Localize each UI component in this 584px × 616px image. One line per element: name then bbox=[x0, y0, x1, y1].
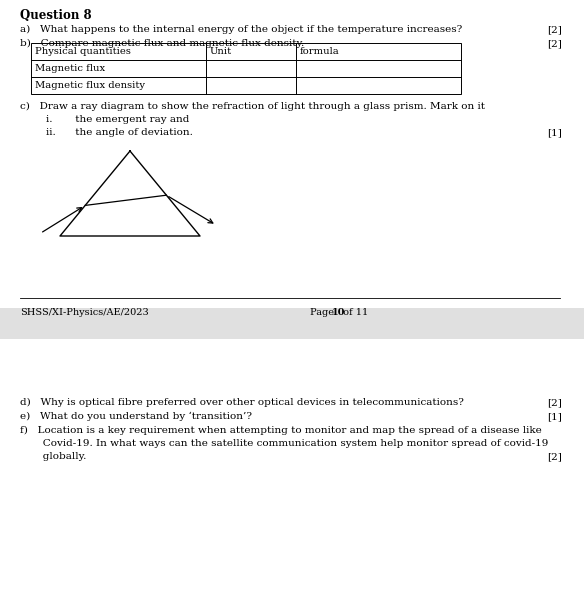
Text: globally.: globally. bbox=[20, 452, 86, 461]
Text: Magnetic flux: Magnetic flux bbox=[35, 64, 105, 73]
Text: [1]: [1] bbox=[547, 412, 562, 421]
Text: a)   What happens to the internal energy of the object if the temperature increa: a) What happens to the internal energy o… bbox=[20, 25, 463, 34]
Text: b)   Compare magnetic flux and magnetic flux density.: b) Compare magnetic flux and magnetic fl… bbox=[20, 39, 304, 48]
Text: i.       the emergent ray and: i. the emergent ray and bbox=[20, 115, 189, 124]
Text: f)   Location is a key requirement when attempting to monitor and map the spread: f) Location is a key requirement when at… bbox=[20, 426, 542, 435]
Bar bbox=[31, 43, 461, 94]
Text: SHSS/XI-Physics/AE/2023: SHSS/XI-Physics/AE/2023 bbox=[20, 308, 149, 317]
Text: Unit: Unit bbox=[210, 47, 232, 56]
Text: [2]: [2] bbox=[547, 39, 562, 48]
Text: Physical quantities: Physical quantities bbox=[35, 47, 131, 56]
Text: [2]: [2] bbox=[547, 398, 562, 407]
Text: d)   Why is optical fibre preferred over other optical devices in telecommunicat: d) Why is optical fibre preferred over o… bbox=[20, 398, 464, 407]
Text: ii.      the angle of deviation.: ii. the angle of deviation. bbox=[20, 128, 193, 137]
Text: e)   What do you understand by ‘transition’?: e) What do you understand by ‘transition… bbox=[20, 412, 252, 421]
Text: Covid-19. In what ways can the satellite communication system help monitor sprea: Covid-19. In what ways can the satellite… bbox=[20, 439, 548, 448]
Text: formula: formula bbox=[300, 47, 340, 56]
Bar bbox=[0, 339, 584, 616]
Bar bbox=[0, 308, 584, 339]
Text: 10: 10 bbox=[332, 308, 346, 317]
Text: [2]: [2] bbox=[547, 25, 562, 34]
Text: c)   Draw a ray diagram to show the refraction of light through a glass prism. M: c) Draw a ray diagram to show the refrac… bbox=[20, 102, 485, 111]
Text: Magnetic flux density: Magnetic flux density bbox=[35, 81, 145, 90]
Text: Page: Page bbox=[310, 308, 337, 317]
Text: of 11: of 11 bbox=[340, 308, 369, 317]
Text: [1]: [1] bbox=[547, 128, 562, 137]
Bar bbox=[0, 0, 584, 308]
Text: [2]: [2] bbox=[547, 452, 562, 461]
Text: Question 8: Question 8 bbox=[20, 9, 92, 22]
